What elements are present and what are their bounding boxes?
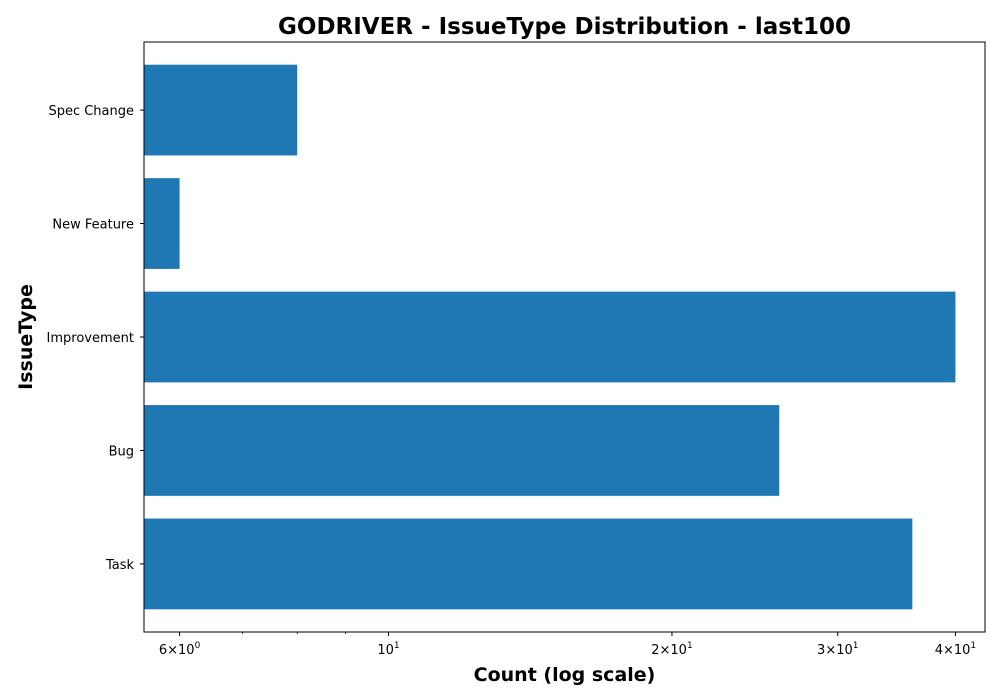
x-tick-label: 3×101 (817, 641, 858, 658)
x-tick-label: 101 (377, 641, 399, 658)
bar-improvement (144, 292, 955, 383)
bar-new-feature (144, 178, 180, 269)
x-tick-label: 4×101 (935, 641, 976, 658)
y-tick-label-new-feature: New Feature (52, 218, 134, 233)
y-tick-label-spec-change: Spec Change (48, 104, 134, 119)
y-tick-label-bug: Bug (109, 444, 134, 459)
x-tick-label: 2×101 (651, 641, 692, 658)
y-axis-ticks: Task Bug Improvement New Feature Spec Change (47, 104, 144, 573)
bar-spec-change (144, 65, 297, 156)
x-axis-ticks: 6×100 101 2×101 3×101 4×101 (159, 632, 976, 658)
bar-task (144, 519, 912, 610)
y-tick-label-improvement: Improvement (47, 331, 134, 346)
y-tick-label-task: Task (105, 558, 135, 573)
bars-group (144, 65, 955, 610)
x-axis-label: Count (log scale) (474, 664, 656, 686)
y-axis-label: IssueType (15, 284, 37, 390)
bar-bug (144, 405, 779, 496)
chart-title: GODRIVER - IssueType Distribution - last… (278, 14, 851, 40)
x-tick-label: 6×100 (159, 641, 201, 658)
